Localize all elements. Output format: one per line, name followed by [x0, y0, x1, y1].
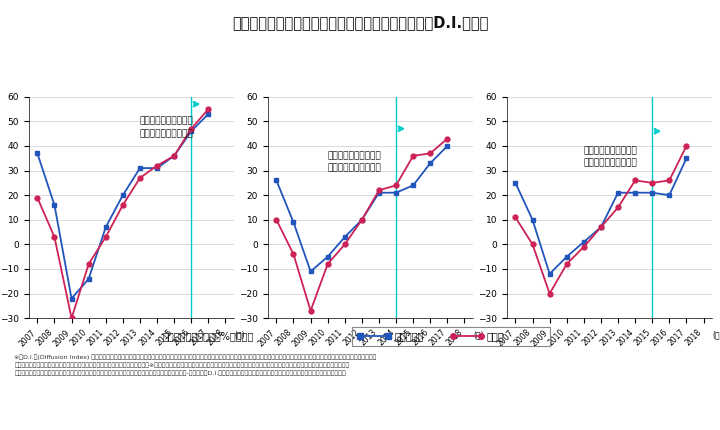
Text: 地方圏が三大都市圏を
上回る傾向が見られる: 地方圏が三大都市圏を 上回る傾向が見られる	[328, 151, 382, 172]
Text: 地域別・企業規模別で見た「正社員」の人手不足感D.I.の動向: 地域別・企業規模別で見た「正社員」の人手不足感D.I.の動向	[232, 15, 488, 30]
Text: 地方圏が三大都市圏を
上回る傾向が見られる: 地方圏が三大都市圏を 上回る傾向が見られる	[584, 146, 638, 167]
Text: 中小企業: 中小企業	[356, 74, 384, 87]
Text: (年): (年)	[712, 331, 720, 340]
Text: 地方圏が三大都市圏を
上回る傾向が見られる: 地方圏が三大都市圏を 上回る傾向が見られる	[140, 117, 194, 138]
Text: 「不足」－「過剰」・%ポイント: 「不足」－「過剰」・%ポイント	[163, 332, 254, 341]
Text: 三大都市圏: 三大都市圏	[395, 332, 423, 341]
Text: (年): (年)	[234, 331, 245, 340]
Text: 地方圏: 地方圏	[487, 332, 505, 341]
Text: ※「D.I.」(Diffusion Index) とは、回答者に所感を問う調査項目について、所感の方向性が異なる回答結果（例えば「良い」や「悪い」）を用いて算出: ※「D.I.」(Diffusion Index) とは、回答者に所感を問う調査項…	[14, 355, 377, 376]
Text: 中小企業のうち小規模企業: 中小企業のうち小規模企業	[572, 76, 647, 86]
Text: (年): (年)	[473, 331, 484, 340]
Text: 大企業: 大企業	[121, 74, 142, 87]
